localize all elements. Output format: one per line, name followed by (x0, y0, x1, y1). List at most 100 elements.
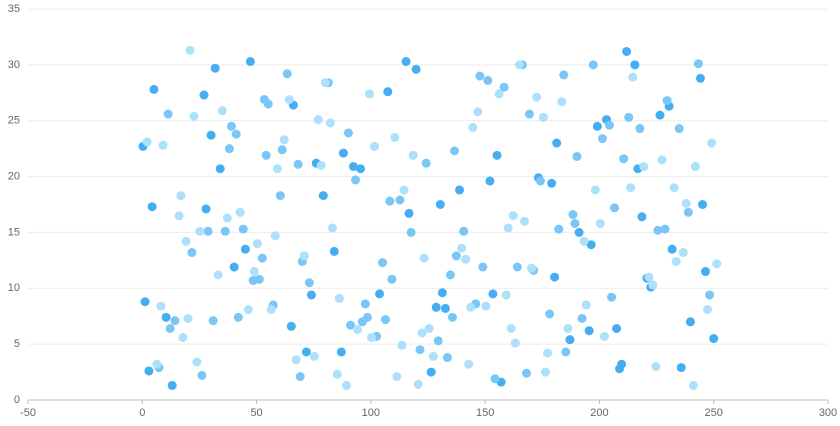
point (318, 191, 328, 201)
point (370, 141, 380, 151)
point (584, 326, 594, 336)
point (669, 183, 679, 193)
point (543, 348, 553, 358)
point (630, 60, 640, 70)
point (306, 290, 316, 300)
point (428, 351, 438, 361)
point (329, 246, 339, 256)
point (492, 150, 502, 160)
x-tick-label: 200 (590, 407, 608, 419)
point (488, 289, 498, 299)
point (387, 274, 397, 284)
point (206, 130, 216, 140)
point (142, 137, 152, 147)
point (210, 63, 220, 73)
y-tick-label: 15 (8, 226, 20, 238)
point (229, 262, 239, 272)
point (334, 293, 344, 303)
point (356, 164, 366, 174)
point (660, 224, 670, 234)
point (481, 301, 491, 311)
point (220, 226, 230, 236)
point (341, 380, 351, 390)
point (433, 336, 443, 346)
point (700, 267, 710, 277)
point (455, 185, 465, 195)
point (397, 340, 407, 350)
point (683, 207, 693, 217)
point (158, 140, 168, 150)
point (426, 367, 436, 377)
point (501, 290, 511, 300)
point (417, 328, 427, 338)
point (161, 312, 171, 322)
point (140, 297, 150, 307)
point (378, 258, 388, 268)
point (690, 162, 700, 172)
point (383, 87, 393, 97)
point (461, 254, 471, 264)
point (176, 191, 186, 201)
point (257, 253, 267, 263)
point (421, 158, 431, 168)
point (275, 191, 285, 201)
point (685, 317, 695, 327)
x-tick-label: 100 (362, 407, 380, 419)
point (332, 369, 342, 379)
point (424, 324, 434, 334)
point (299, 251, 309, 261)
point (510, 338, 520, 348)
point (570, 218, 580, 228)
point (338, 148, 348, 158)
point (524, 109, 534, 119)
point (217, 106, 227, 116)
point (451, 251, 461, 261)
point (415, 345, 425, 355)
point (183, 313, 193, 323)
point (464, 359, 474, 369)
point (637, 212, 647, 222)
point (512, 262, 522, 272)
point (286, 321, 296, 331)
point (693, 59, 703, 69)
point (565, 335, 575, 345)
point (581, 300, 591, 310)
x-tick-label: 50 (250, 407, 262, 419)
point (442, 353, 452, 363)
point (147, 202, 157, 212)
point (226, 121, 236, 131)
point (592, 121, 602, 131)
point (195, 226, 205, 236)
point (440, 303, 450, 313)
point (406, 227, 416, 237)
point (535, 176, 545, 186)
point (240, 244, 250, 254)
point (485, 176, 495, 186)
point (360, 299, 370, 309)
point (522, 368, 532, 378)
x-tick-label: 0 (139, 407, 145, 419)
point (215, 164, 225, 174)
point (559, 70, 569, 80)
point (547, 178, 557, 188)
point (238, 224, 248, 234)
y-tick-label: 25 (8, 115, 20, 127)
point (577, 313, 587, 323)
point (648, 280, 658, 290)
point (695, 73, 705, 83)
point (380, 315, 390, 325)
point (678, 248, 688, 258)
point (568, 210, 578, 220)
point (309, 351, 319, 361)
point (445, 270, 455, 280)
point (674, 124, 684, 134)
point (655, 110, 665, 120)
point (413, 379, 423, 389)
point (284, 94, 294, 104)
point (619, 154, 629, 164)
point (635, 124, 645, 134)
point (364, 89, 374, 99)
point (222, 213, 232, 223)
x-tick-label: -50 (20, 407, 36, 419)
point (390, 132, 400, 142)
